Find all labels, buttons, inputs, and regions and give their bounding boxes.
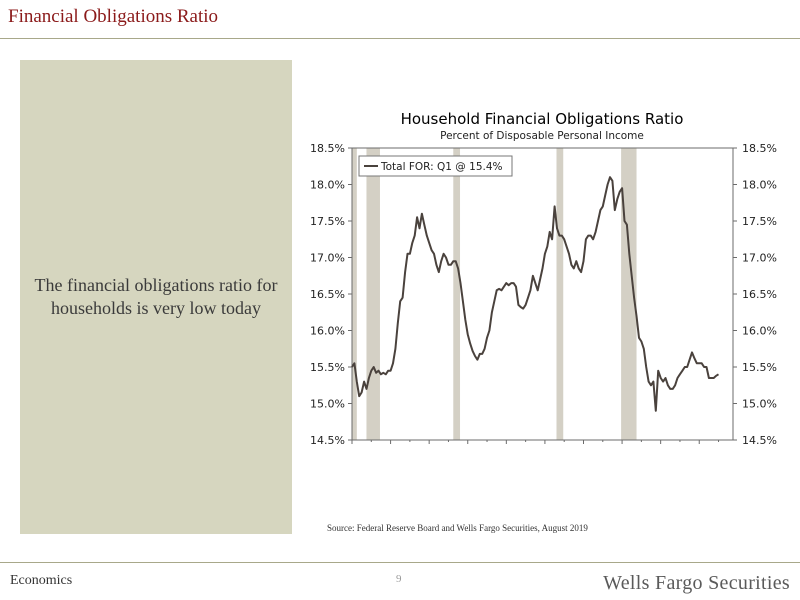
callout-panel: The financial obligations ratio for hous… — [20, 60, 292, 534]
x-tick-label: 08 — [615, 449, 629, 450]
brand-logo-text: Wells Fargo Securities — [603, 572, 790, 594]
x-tick-label: 84 — [384, 449, 398, 450]
x-tick-label: 80 — [345, 449, 359, 450]
recession-bands — [352, 148, 637, 440]
y-tick-label-left: 18.5% — [310, 142, 345, 155]
y-tick-label-right: 14.5% — [742, 434, 777, 447]
recession-band-2 — [453, 148, 461, 440]
x-tick-label: 96 — [499, 449, 513, 450]
recession-band-1 — [366, 148, 380, 440]
y-tick-label-left: 18.0% — [310, 179, 345, 192]
y-tick-label-right: 17.5% — [742, 215, 777, 228]
y-tick-label-right: 15.0% — [742, 398, 777, 411]
y-tick-label-left: 15.5% — [310, 361, 345, 374]
page-number: 9 — [396, 573, 402, 585]
legend-box — [358, 155, 513, 177]
header-divider — [0, 38, 800, 39]
series-line-total-for — [351, 176, 720, 412]
y-tick-label-right: 16.0% — [742, 325, 777, 338]
recession-band-3 — [556, 148, 564, 440]
x-tick-label: 12 — [654, 449, 668, 450]
chart-subtitle: Percent of Disposable Personal Income — [440, 130, 644, 142]
footer-section-label: Economics — [10, 573, 73, 588]
axes: 14.5% 14.5% 15.0% 15.0% 15.5% 15.5% 16.0% 16.0%… — [310, 142, 777, 450]
y-tick-label-right: 15.5% — [742, 361, 777, 374]
plot-frame — [351, 147, 734, 441]
source-note: Source: Federal Reserve Board and Wells … — [327, 523, 588, 533]
y-tick-label-left: 15.0% — [310, 398, 345, 411]
y-tick-label-left: 14.5% — [310, 434, 345, 447]
footer-divider — [0, 562, 800, 563]
x-tick-label: 16 — [692, 449, 706, 450]
chart-title: Household Financial Obligations Ratio — [401, 110, 684, 128]
financial-obligations-chart: Household Financial Obligations Ratio Pe… — [310, 110, 777, 450]
x-tick-label: 92 — [461, 449, 475, 450]
legend-label: Total FOR: Q1 @ 15.4% — [380, 161, 503, 173]
x-tick-label: 88 — [422, 449, 436, 450]
y-tick-label-left: 16.5% — [310, 288, 345, 301]
legend: Total FOR: Q1 @ 15.4% — [358, 155, 513, 177]
x-tick-label: 00 — [538, 449, 552, 450]
y-tick-label-right: 16.5% — [742, 288, 777, 301]
y-tick-label-right: 17.0% — [742, 252, 777, 265]
y-tick-label-left: 16.0% — [310, 325, 345, 338]
slide-title: Financial Obligations Ratio — [8, 6, 219, 27]
y-tick-label-right: 18.5% — [742, 142, 777, 155]
y-tick-label-left: 17.5% — [310, 215, 345, 228]
callout-text: The financial obligations ratio for hous… — [34, 275, 278, 318]
recession-band-0 — [352, 148, 357, 440]
x-tick-label: 04 — [576, 449, 590, 450]
y-tick-label-left: 17.0% — [310, 252, 345, 265]
y-tick-label-right: 18.0% — [742, 179, 777, 192]
